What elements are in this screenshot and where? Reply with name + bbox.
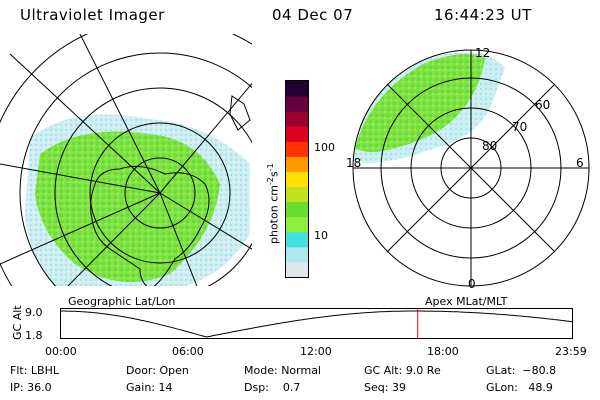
gain-value: 14 — [158, 381, 173, 394]
mlat-60-label: 60 — [535, 98, 551, 112]
time-label: 16:44:23 UT — [434, 6, 532, 24]
unit-s: s — [267, 171, 281, 178]
mlat-70-label: 70 — [512, 120, 528, 134]
colorbar-segment — [286, 231, 308, 248]
flt-field: Flt: LBHL — [10, 364, 59, 377]
seq-field: Seq: 39 — [364, 381, 406, 394]
mlt-6-label: 6 — [576, 156, 584, 170]
flt-label: Flt: — [10, 364, 28, 377]
xtick-1200: 12:00 — [300, 345, 332, 358]
colorbar-segment — [286, 81, 308, 97]
colorbar-segment — [286, 111, 308, 127]
seq-label: Seq: — [364, 381, 389, 394]
mode-label: Mode: — [244, 364, 278, 377]
mlt-18-label: 18 — [346, 156, 362, 170]
door-value: Open — [159, 364, 189, 377]
glat-label: GLat: — [486, 364, 516, 377]
mlt-12-label: 12 — [475, 46, 491, 60]
colorbar-segment — [286, 126, 308, 142]
flt-value: LBHL — [30, 364, 59, 377]
xtick-0000: 00:00 — [45, 345, 77, 358]
gain-label: Gain: — [126, 381, 155, 394]
door-label: Door: — [126, 364, 156, 377]
mlat-80-label: 80 — [482, 139, 498, 153]
glon-value: 48.9 — [528, 381, 553, 394]
altitude-ytick-bottom: 1.8 — [25, 329, 43, 342]
continent-outline — [229, 95, 251, 131]
gcalt-value: 9.0 Re — [405, 364, 441, 377]
glat-field: GLat: −80.8 — [486, 364, 556, 377]
geographic-map — [0, 34, 252, 286]
antarctica-coastline — [90, 165, 210, 286]
glon-label: GLon: — [486, 381, 518, 394]
magnetic-polar-map — [352, 49, 590, 287]
date-label: 04 Dec 07 — [272, 6, 354, 24]
unit-exp2: -1 — [266, 163, 275, 172]
colorbar-segment — [286, 261, 308, 278]
unit-exp1: -2 — [266, 177, 275, 186]
unit-text: photon cm — [267, 185, 281, 244]
colorbar-segment — [286, 156, 308, 172]
altitude-ytick-top: 9.0 — [25, 306, 43, 319]
colorbar-gradient — [286, 81, 308, 278]
mag-green-region — [355, 54, 485, 152]
mode-value: Normal — [281, 364, 321, 377]
gcalt-label: GC Alt: — [364, 364, 403, 377]
dsp-field: Dsp: 0.7 — [244, 381, 300, 394]
colorbar-unit-label: photon cm-2s-1 — [266, 163, 281, 244]
glat-value: −80.8 — [522, 364, 557, 377]
ip-label: IP: — [10, 381, 24, 394]
colorbar — [285, 80, 309, 278]
colorbar-segment — [286, 201, 308, 218]
gcalt-field: GC Alt: 9.0 Re — [364, 364, 441, 377]
dsp-value: 0.7 — [282, 381, 301, 394]
colorbar-segment — [286, 96, 308, 112]
altitude-plot — [60, 308, 573, 339]
colorbar-segment — [286, 216, 308, 233]
xtick-2359: 23:59 — [555, 345, 587, 358]
gain-field: Gain: 14 — [126, 381, 173, 394]
colorbar-segment — [286, 141, 308, 157]
geographic-projection-label: Geographic Lat/Lon — [68, 295, 176, 308]
colorbar-segment — [286, 171, 308, 188]
dsp-label: Dsp: — [244, 381, 269, 394]
mlt-0-label: 0 — [468, 277, 476, 291]
ip-value: 36.0 — [27, 381, 52, 394]
altitude-curve — [60, 310, 573, 338]
magnetic-projection-label: Apex MLat/MLT — [425, 295, 508, 308]
mode-field: Mode: Normal — [244, 364, 321, 377]
instrument-title: Ultraviolet Imager — [20, 6, 165, 24]
glon-field: GLon: 48.9 — [486, 381, 553, 394]
colorbar-segment — [286, 186, 308, 203]
seq-value: 39 — [391, 381, 406, 394]
ip-field: IP: 36.0 — [10, 381, 52, 394]
altitude-ylabel: GC Alt — [11, 305, 24, 340]
colorbar-tick-100: 100 — [314, 141, 335, 154]
colorbar-tick-10: 10 — [314, 229, 328, 242]
door-field: Door: Open — [126, 364, 189, 377]
colorbar-segment — [286, 246, 308, 263]
xtick-0600: 06:00 — [172, 345, 204, 358]
xtick-1800: 18:00 — [427, 345, 459, 358]
